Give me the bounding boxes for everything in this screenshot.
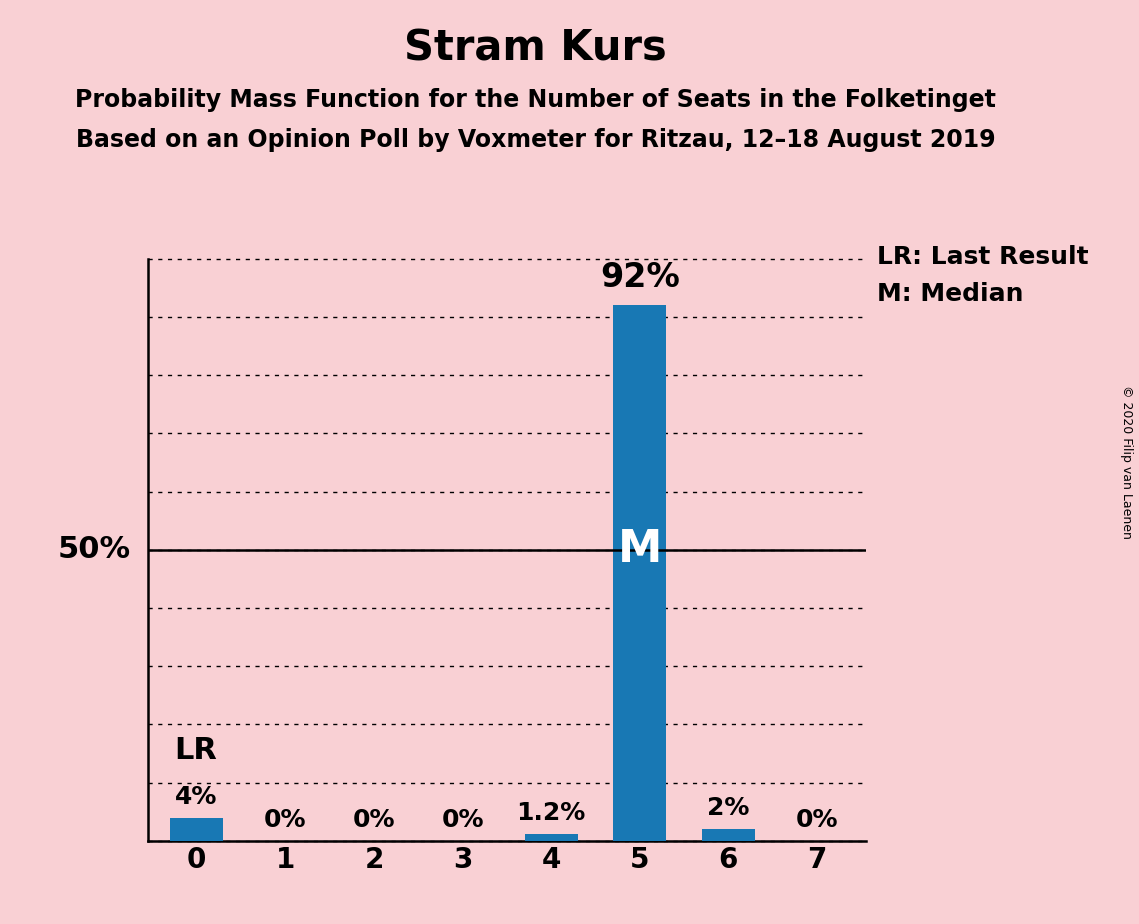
Text: 0%: 0%	[441, 808, 484, 833]
Text: © 2020 Filip van Laenen: © 2020 Filip van Laenen	[1121, 385, 1133, 539]
Text: 0%: 0%	[264, 808, 306, 833]
Text: Probability Mass Function for the Number of Seats in the Folketinget: Probability Mass Function for the Number…	[75, 88, 995, 112]
Bar	[170, 818, 223, 841]
Bar	[613, 305, 666, 841]
Text: 1.2%: 1.2%	[516, 801, 585, 825]
Text: Based on an Opinion Poll by Voxmeter for Ritzau, 12–18 August 2019: Based on an Opinion Poll by Voxmeter for…	[75, 128, 995, 152]
Text: 92%: 92%	[600, 261, 680, 294]
Text: 4%: 4%	[174, 784, 218, 808]
Text: 50%: 50%	[57, 535, 130, 565]
Text: 0%: 0%	[353, 808, 395, 833]
Text: M: Median: M: Median	[877, 282, 1024, 306]
Text: Stram Kurs: Stram Kurs	[404, 28, 666, 69]
Bar	[525, 833, 577, 841]
Text: M: M	[617, 529, 662, 571]
Text: 2%: 2%	[707, 796, 749, 821]
Text: LR: LR	[174, 736, 218, 765]
Bar	[702, 829, 755, 841]
Text: 0%: 0%	[796, 808, 838, 833]
Text: LR: Last Result: LR: Last Result	[877, 245, 1089, 269]
